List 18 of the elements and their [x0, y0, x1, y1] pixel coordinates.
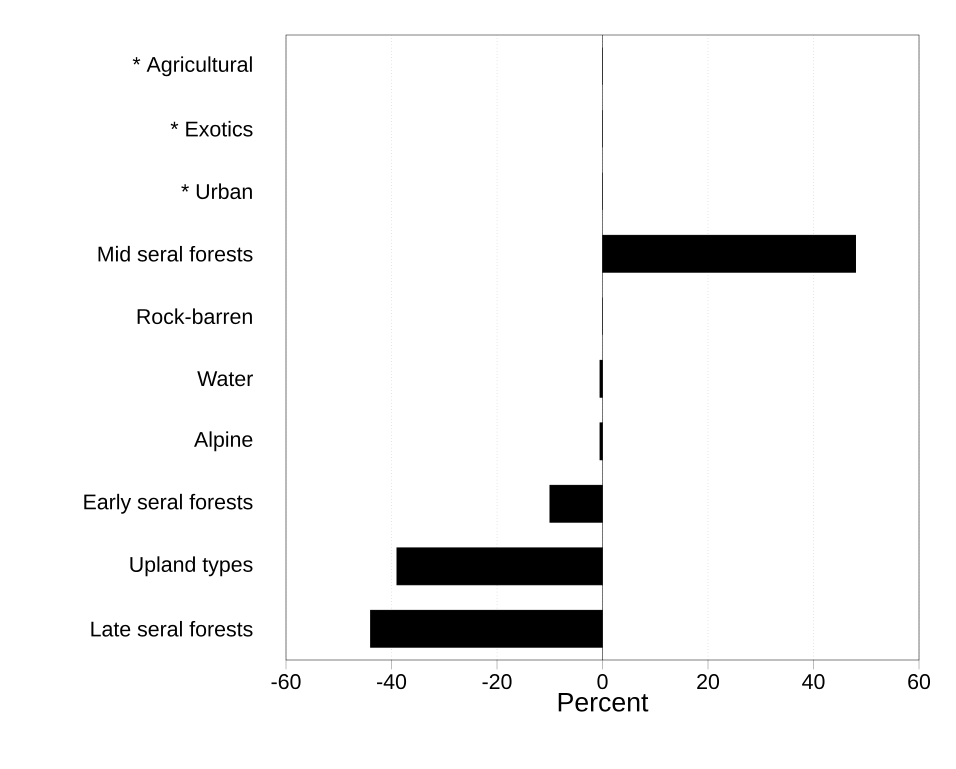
x-tick-label: 20 [697, 674, 720, 690]
x-axis-title: Percent [558, 692, 648, 712]
x-tick-label: -40 [377, 674, 406, 690]
x-tick-label: 40 [802, 674, 825, 690]
y-tick-label: Rock-barren [138, 308, 252, 324]
y-tick-label: * Urban [181, 183, 252, 200]
y-tick-label: Alpine [194, 431, 252, 452]
y-tick-label: Early seral forests [84, 494, 252, 514]
x-tick-label: -60 [272, 674, 301, 690]
x-tick-label: -20 [482, 674, 512, 690]
y-tick-label: * Exotics [170, 120, 252, 137]
x-tick-label: 60 [908, 674, 930, 690]
x-tick-label: 0 [597, 674, 608, 690]
y-tick-label: Late seral forests [91, 620, 252, 637]
y-tick-label: Water [197, 371, 253, 386]
y-tick-label: * Agricultural [132, 56, 252, 76]
y-tick-label: Upland types [130, 556, 252, 576]
y-tick-label: Mid seral forests [98, 246, 252, 262]
